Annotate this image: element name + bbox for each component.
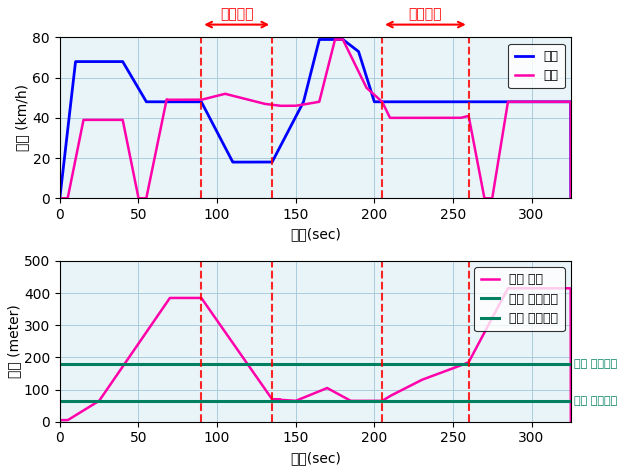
Legend: 선행, 후행: 선행, 후행	[509, 44, 565, 88]
선행	[274, 148, 281, 154]
선행	[316, 37, 323, 42]
후행	[274, 103, 281, 109]
열차 간격	[114, 371, 122, 376]
후행	[56, 195, 64, 201]
열차 간격	[145, 326, 152, 332]
후행	[502, 111, 510, 117]
열차 간격	[504, 286, 512, 291]
X-axis label: 시간(sec): 시간(sec)	[290, 228, 341, 242]
열차 간격	[502, 290, 509, 295]
선행	[114, 59, 122, 64]
열차 간격	[252, 373, 260, 379]
선행	[557, 99, 565, 105]
Line: 선행: 선행	[60, 40, 571, 198]
Line: 열차 간격: 열차 간격	[60, 288, 571, 422]
Y-axis label: 거리 (meter): 거리 (meter)	[7, 304, 21, 378]
분리 목표간격	[57, 361, 65, 367]
열차 간격	[56, 417, 64, 423]
후행	[557, 99, 565, 105]
Line: 후행: 후행	[60, 40, 571, 198]
선행	[145, 99, 152, 105]
Text: 결합시간: 결합시간	[220, 8, 253, 21]
후행	[145, 185, 152, 191]
분리 목표간격	[56, 361, 64, 367]
후행	[331, 37, 339, 42]
선행	[252, 159, 260, 165]
Text: 분리시간: 분리시간	[409, 8, 442, 21]
선행	[502, 99, 510, 105]
열차 간격	[274, 396, 281, 402]
X-axis label: 시간(sec): 시간(sec)	[290, 451, 341, 465]
열차 간격	[567, 419, 575, 425]
Text: 결합 목표간격: 결합 목표간격	[574, 396, 617, 406]
결합 목표간격	[57, 398, 65, 404]
선행	[56, 195, 64, 201]
Y-axis label: 속도 (km/h): 속도 (km/h)	[16, 84, 30, 152]
후행	[567, 195, 575, 201]
후행	[252, 99, 260, 104]
Text: 분리 목표간격: 분리 목표간격	[574, 359, 617, 369]
선행	[567, 195, 575, 201]
Legend: 열차 간격, 분리 목표간격, 결합 목표간격: 열차 간격, 분리 목표간격, 결합 목표간격	[474, 267, 565, 331]
열차 간격	[557, 286, 565, 291]
결합 목표간격	[56, 398, 64, 404]
후행	[114, 117, 122, 123]
